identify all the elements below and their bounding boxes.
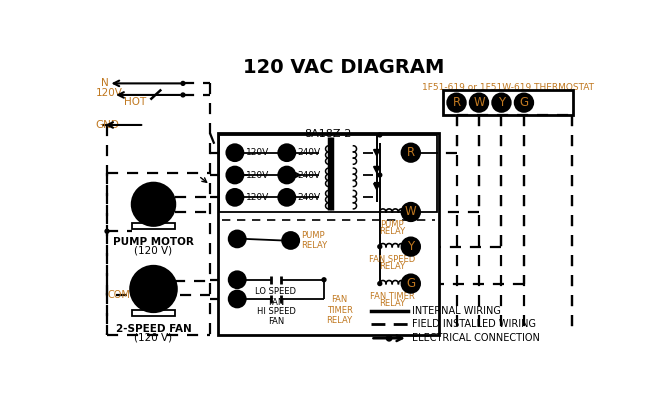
Text: L2: L2 bbox=[281, 147, 293, 158]
Text: P1: P1 bbox=[285, 235, 297, 246]
Circle shape bbox=[401, 274, 420, 293]
Circle shape bbox=[515, 93, 533, 112]
Text: 240V: 240V bbox=[297, 148, 321, 157]
Text: HI: HI bbox=[232, 294, 243, 304]
Bar bbox=[218, 133, 439, 335]
Polygon shape bbox=[374, 166, 380, 173]
Text: P2: P2 bbox=[281, 170, 293, 180]
Text: Y: Y bbox=[407, 240, 414, 253]
Circle shape bbox=[145, 189, 162, 206]
Text: 120V: 120V bbox=[246, 193, 269, 202]
Circle shape bbox=[228, 230, 246, 247]
Text: (120 V): (120 V) bbox=[135, 332, 173, 342]
Circle shape bbox=[226, 189, 243, 206]
Text: 120V: 120V bbox=[246, 171, 269, 179]
Circle shape bbox=[322, 278, 326, 282]
Circle shape bbox=[278, 166, 295, 184]
Polygon shape bbox=[374, 184, 380, 190]
Circle shape bbox=[387, 336, 392, 341]
Text: RELAY: RELAY bbox=[379, 299, 405, 308]
Text: HI SPEED
FAN: HI SPEED FAN bbox=[257, 307, 295, 326]
Text: FIELD INSTALLED WIRING: FIELD INSTALLED WIRING bbox=[412, 319, 537, 329]
Bar bbox=[443, 91, 573, 115]
Bar bbox=[132, 223, 175, 229]
Circle shape bbox=[228, 271, 246, 288]
Text: F2: F2 bbox=[281, 192, 293, 202]
Text: PUMP: PUMP bbox=[381, 220, 404, 230]
Circle shape bbox=[278, 189, 295, 206]
Text: 1F51-619 or 1F51W-619 THERMOSTAT: 1F51-619 or 1F51W-619 THERMOSTAT bbox=[421, 83, 594, 93]
Circle shape bbox=[226, 166, 243, 184]
Circle shape bbox=[378, 173, 382, 177]
Circle shape bbox=[152, 287, 168, 303]
Circle shape bbox=[378, 245, 382, 248]
Circle shape bbox=[181, 81, 185, 85]
Text: LO: LO bbox=[142, 291, 153, 300]
Circle shape bbox=[448, 93, 466, 112]
Circle shape bbox=[401, 143, 420, 162]
Circle shape bbox=[278, 144, 295, 161]
Circle shape bbox=[492, 93, 511, 112]
Bar bbox=[219, 135, 437, 212]
Circle shape bbox=[228, 290, 246, 308]
Text: ELECTRICAL CONNECTION: ELECTRICAL CONNECTION bbox=[412, 333, 540, 343]
Polygon shape bbox=[374, 150, 380, 156]
Text: HI: HI bbox=[155, 291, 164, 300]
Circle shape bbox=[282, 232, 299, 249]
Text: N: N bbox=[100, 78, 109, 88]
Text: 120V: 120V bbox=[246, 148, 269, 157]
Text: P2: P2 bbox=[228, 170, 241, 180]
Text: HOT: HOT bbox=[124, 97, 146, 107]
Text: W: W bbox=[405, 205, 417, 218]
Circle shape bbox=[145, 203, 162, 220]
Circle shape bbox=[378, 282, 382, 285]
Text: G: G bbox=[406, 277, 415, 290]
Circle shape bbox=[226, 144, 243, 161]
Text: (120 V): (120 V) bbox=[135, 245, 173, 255]
Text: 120V: 120V bbox=[95, 88, 122, 98]
Text: N: N bbox=[231, 147, 239, 158]
Circle shape bbox=[132, 183, 175, 226]
Text: PUMP MOTOR: PUMP MOTOR bbox=[113, 237, 194, 247]
Text: 240V: 240V bbox=[297, 171, 321, 179]
Text: 120 VAC DIAGRAM: 120 VAC DIAGRAM bbox=[243, 58, 444, 77]
Text: RELAY: RELAY bbox=[379, 228, 405, 236]
Text: G: G bbox=[519, 96, 529, 109]
Circle shape bbox=[130, 266, 177, 312]
Text: R: R bbox=[452, 96, 460, 109]
Circle shape bbox=[181, 93, 185, 97]
Text: 8A18Z-2: 8A18Z-2 bbox=[305, 129, 352, 139]
Circle shape bbox=[378, 133, 382, 137]
Circle shape bbox=[470, 93, 488, 112]
Text: LO SPEED
FAN: LO SPEED FAN bbox=[255, 287, 296, 307]
Text: W: W bbox=[473, 96, 485, 109]
Text: FAN TIMER: FAN TIMER bbox=[370, 292, 415, 301]
Text: FAN SPEED: FAN SPEED bbox=[369, 255, 415, 264]
Text: F2: F2 bbox=[229, 192, 241, 202]
Circle shape bbox=[401, 238, 420, 256]
Text: RELAY: RELAY bbox=[379, 262, 405, 271]
Text: 240V: 240V bbox=[297, 193, 321, 202]
Circle shape bbox=[146, 274, 161, 289]
Text: L1: L1 bbox=[231, 234, 243, 244]
Text: COM: COM bbox=[107, 290, 130, 300]
Bar bbox=[132, 310, 175, 316]
Text: Y: Y bbox=[498, 96, 505, 109]
Text: FAN
TIMER
RELAY: FAN TIMER RELAY bbox=[326, 295, 352, 325]
Text: INTERNAL WIRING: INTERNAL WIRING bbox=[412, 305, 501, 316]
Text: 2-SPEED FAN: 2-SPEED FAN bbox=[116, 323, 192, 334]
Circle shape bbox=[105, 229, 109, 233]
Text: GND: GND bbox=[95, 120, 119, 130]
Text: L0: L0 bbox=[231, 275, 243, 285]
Text: PUMP
RELAY: PUMP RELAY bbox=[302, 231, 328, 250]
Circle shape bbox=[401, 203, 420, 221]
Text: R: R bbox=[407, 146, 415, 159]
Circle shape bbox=[139, 287, 155, 303]
